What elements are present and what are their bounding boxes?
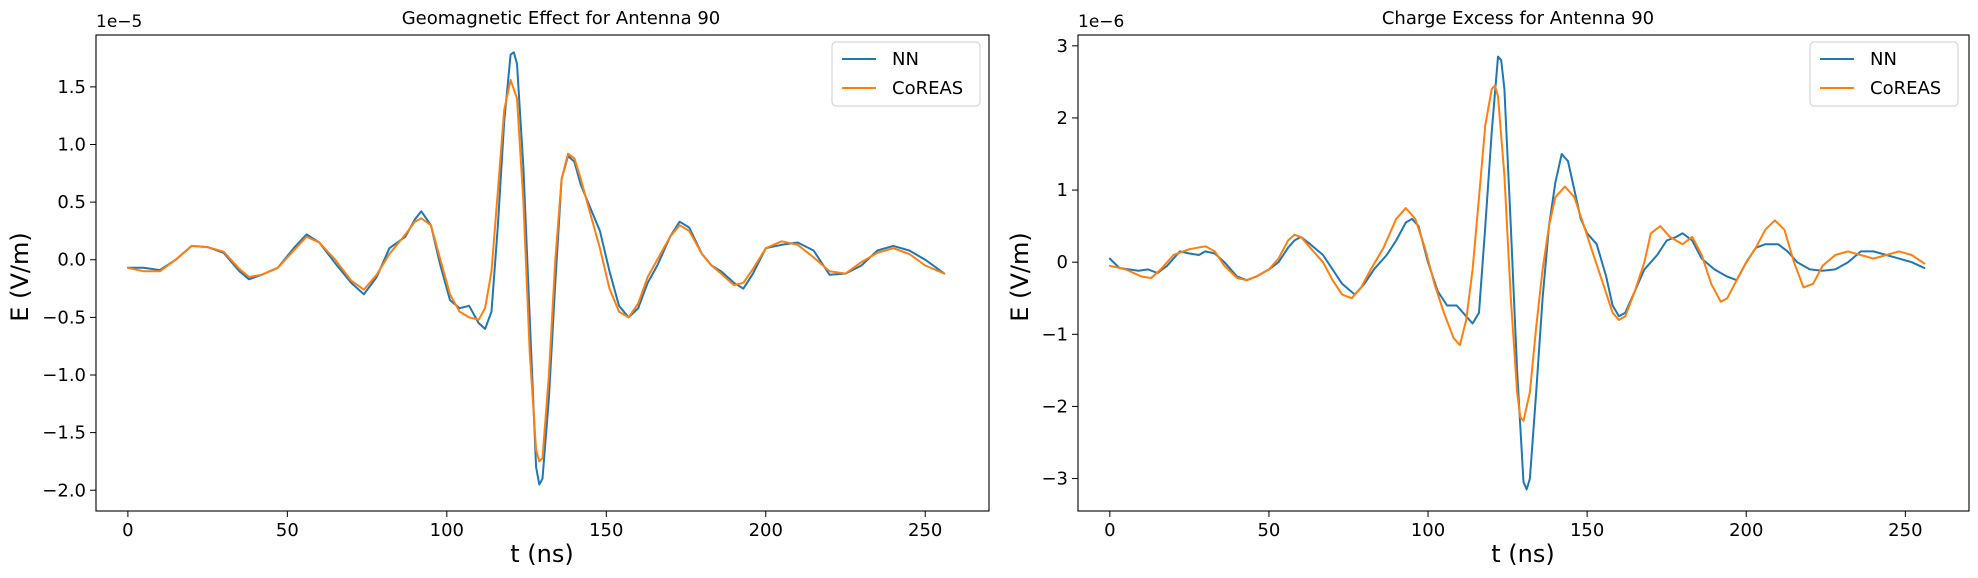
y-tick-label: −3 [1041,469,1068,490]
y-tick-label: −1 [1041,324,1068,345]
legend-label-coreas: CoREAS [1870,78,1941,99]
x-ticks: 0 50 100 150 200 250 [1104,511,1923,541]
y-axis-label: E (V/m) [1006,232,1034,321]
x-tick-label: 200 [1729,520,1763,541]
legend: NN CoREAS [831,41,981,107]
series-line-coreas [126,78,946,463]
plot-frame [95,34,990,512]
y-offset-text: 1e−6 [1078,12,1124,32]
y-tick-label: −1.0 [42,365,86,386]
chart-title: Charge Excess for Antenna 90 [1382,8,1654,29]
x-tick-label: 50 [1257,520,1280,541]
chart-title: Geomagnetic Effect for Antenna 90 [402,8,721,29]
x-tick-label: 250 [908,520,942,541]
y-tick-label: 1.5 [57,77,86,98]
y-tick-label: −1.5 [42,423,86,444]
x-tick-label: 200 [749,520,783,541]
x-axis-label: t (ns) [1491,540,1554,568]
chart-geomagnetic: Geomagnetic Effect for Antenna 90 1e−5 0… [6,8,990,568]
x-tick-label: 100 [430,520,464,541]
x-tick-label: 250 [1888,520,1922,541]
x-ticks: 0 50 100 150 200 250 [122,511,942,541]
y-tick-label: 2 [1057,108,1068,129]
series-lines [1108,55,1926,491]
y-tick-label: 1.0 [57,134,86,155]
series-lines [126,51,946,486]
y-tick-label: −2 [1041,396,1068,417]
legend: NN CoREAS [1809,41,1959,107]
legend-label-nn: NN [1870,49,1897,70]
x-tick-label: 150 [1570,520,1604,541]
legend-label-coreas: CoREAS [892,78,963,99]
x-axis-label: t (ns) [510,540,573,568]
y-ticks: −2.0 −1.5 −1.0 −0.5 0.0 0.5 1.0 1.5 [42,77,96,501]
x-tick-label: 0 [1104,520,1115,541]
y-tick-label: 0.5 [57,192,86,213]
series-line-coreas [1108,84,1926,422]
series-line-nn [126,51,946,486]
y-axis-label: E (V/m) [6,232,34,321]
plot-frame [1077,34,1970,512]
y-tick-label: −2.0 [42,480,86,501]
y-ticks: −3 −2 −1 0 1 2 3 [1041,36,1078,490]
x-tick-label: 100 [1411,520,1445,541]
y-tick-label: −0.5 [42,307,86,328]
legend-label-nn: NN [892,49,919,70]
x-tick-label: 50 [276,520,299,541]
y-tick-label: 1 [1057,180,1068,201]
y-tick-label: 0 [1057,252,1068,273]
y-offset-text: 1e−5 [96,12,142,32]
y-tick-label: 0.0 [57,250,86,271]
x-tick-label: 0 [122,520,133,541]
chart-charge-excess: Charge Excess for Antenna 90 1e−6 0 50 100… [1006,8,1970,568]
x-tick-label: 150 [589,520,623,541]
y-tick-label: 3 [1057,36,1068,57]
